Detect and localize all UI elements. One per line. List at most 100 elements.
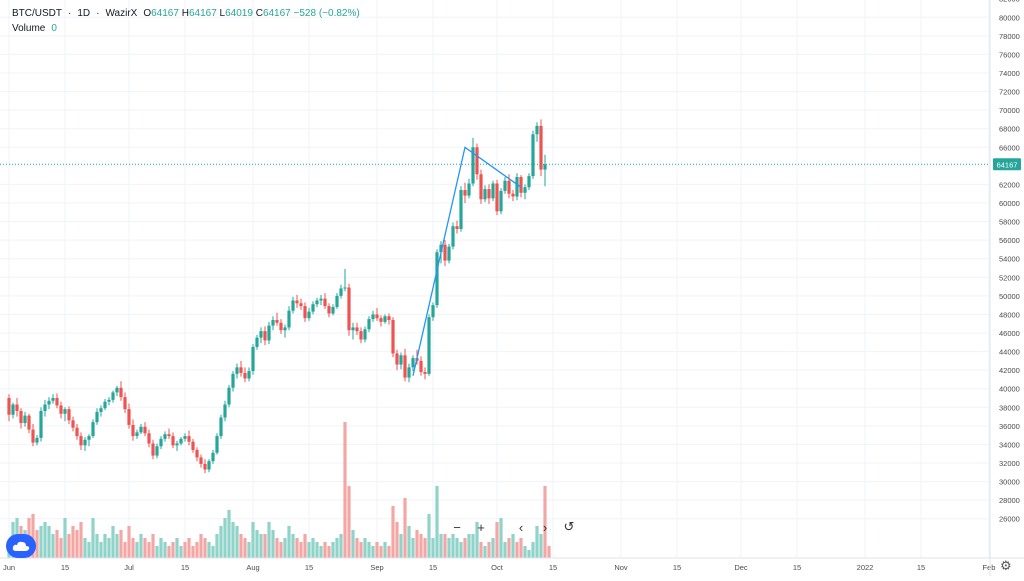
volume-bar [499,518,503,558]
volume-bar [271,530,275,558]
candle-body [39,411,43,438]
candle-body [99,408,103,412]
volume-bar [263,534,267,558]
candle-body [187,436,191,442]
candle-body [459,190,463,229]
low-label: L [219,8,226,19]
candle-body [503,180,507,191]
volume-label: Volume [12,23,46,34]
volume-bar [339,534,343,558]
candle-body [211,452,215,462]
y-tick-label: 56000 [999,236,1020,245]
volume-bar [175,538,179,558]
volume-bar [455,538,459,558]
volume-bar [171,542,175,558]
candle-body [475,147,479,175]
high-value: 64167 [188,8,217,19]
candle-body [235,367,239,374]
volume-bar [219,526,223,558]
candle-body [463,190,467,196]
y-tick-label: 78000 [999,32,1020,41]
volume-bar [195,542,199,558]
candle-body [79,436,83,446]
gear-icon[interactable]: ⚙ [1000,558,1012,573]
candle-body [31,429,35,443]
candle-body [527,176,531,188]
candle-body [359,331,363,340]
ohlc-row: BTC/USDT · 1D · WazirX O64167 H64167 L64… [12,8,360,19]
candle-body [515,177,519,197]
volume-bar [363,538,367,558]
candle-body [83,439,87,446]
volume-bar [87,542,91,558]
candle-body [123,397,127,410]
volume-bar [371,546,375,558]
candle-body [107,399,111,402]
volume-bar [367,542,371,558]
volume-bar [299,542,303,558]
y-tick-label: 32000 [999,459,1020,468]
volume-bar [167,546,171,558]
candle-body [519,177,523,193]
symbol-label[interactable]: BTC/USDT [12,8,62,19]
candle-body [195,450,199,458]
volume-bar [79,522,83,558]
volume-bar [479,542,483,558]
candle-body [103,401,107,409]
y-tick-label: 52000 [999,273,1020,282]
volume-bar [239,534,243,558]
candle-body [47,400,51,405]
candle-body [347,287,351,331]
y-tick-label: 82000 [999,0,1020,4]
candle-body [331,307,335,314]
volume-bar [507,538,511,558]
chevron-left-icon[interactable]: ‹ [518,519,524,535]
candle-body [363,329,367,340]
logo-icon[interactable] [6,534,36,558]
volume-bar [223,518,227,558]
y-tick-label: 40000 [999,385,1020,394]
y-tick-label: 70000 [999,106,1020,115]
plus-icon[interactable]: + [477,519,485,535]
y-tick-label: 36000 [999,422,1020,431]
candle-body [491,183,495,199]
volume-bar [531,542,535,558]
candle-body [291,300,295,311]
volume-bar [459,542,463,558]
candle-body [131,424,135,437]
trendline-drawing[interactable] [412,146,522,376]
reset-icon[interactable]: ↺ [563,519,575,534]
interval-label[interactable]: 1D [77,8,91,19]
price-tag-label: 64167 [997,160,1018,169]
x-tick-label: Oct [491,563,504,572]
volume-bar [519,538,523,558]
price-tag-bg [993,158,1021,171]
candle-body [91,422,95,437]
trendline-path [412,146,522,376]
volume-bar [67,534,71,558]
candle-body [371,314,375,320]
volume-value: 0 [51,23,57,34]
candle-body [239,367,243,373]
x-tick-label: 15 [61,563,69,572]
grid [0,0,990,558]
volume-bar [183,542,187,558]
volume-bar [151,534,155,558]
volume-bar [495,522,499,558]
volume-bar [143,538,147,558]
volume-bar [31,514,35,558]
candle-body [403,355,407,378]
volume-bar [411,538,415,558]
volume-bar [55,530,59,558]
volume-bar [403,498,407,558]
volume-bar [159,538,163,558]
candle-body [231,373,235,388]
volume-bar [235,526,239,558]
minus-icon[interactable]: − [453,519,461,535]
volume-bar [487,542,491,558]
chevron-right-icon[interactable]: › [542,519,548,535]
volume-bar [303,534,307,558]
nav-spacer [496,518,506,536]
